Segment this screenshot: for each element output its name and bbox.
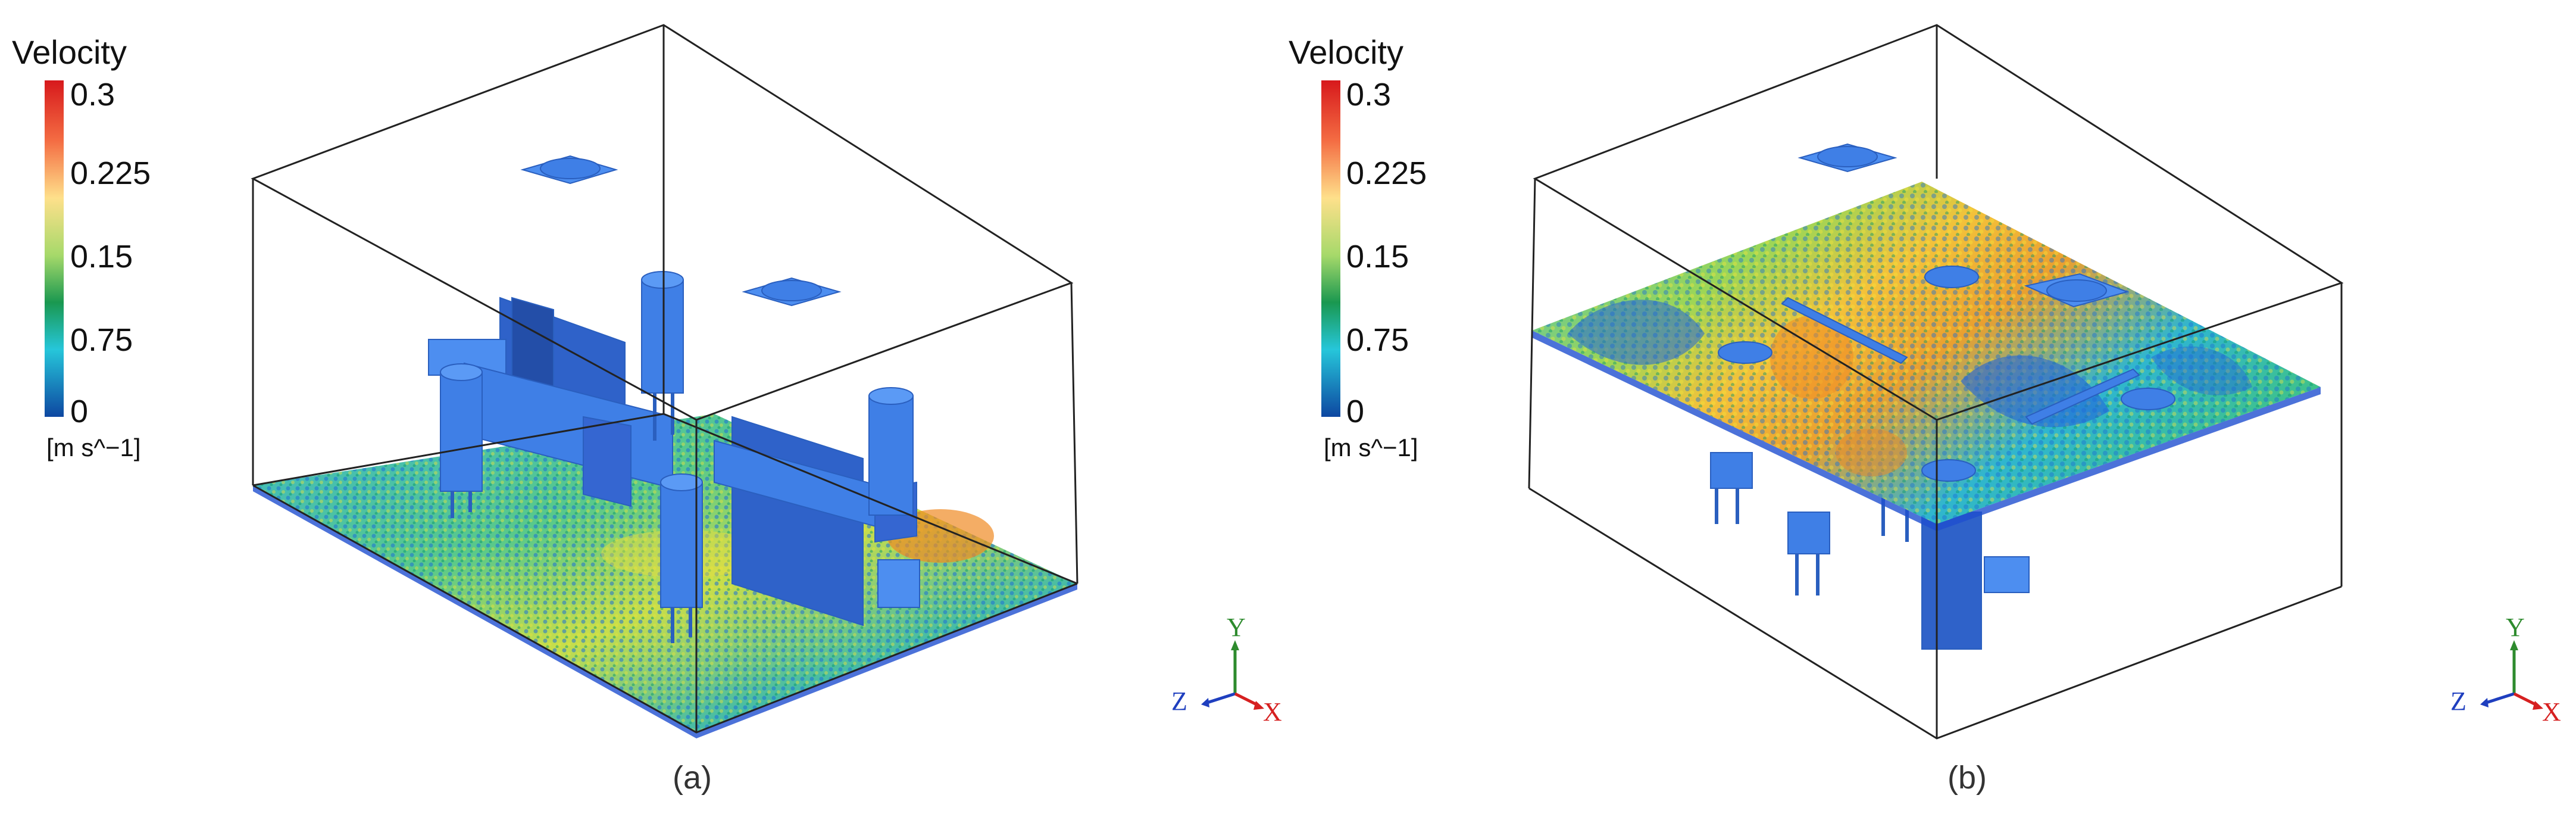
caption-a: (a) xyxy=(673,760,712,796)
scene-a: Y Z X xyxy=(251,24,1282,738)
axis-triad: Y Z X xyxy=(2450,613,2561,727)
axis-y-label: Y xyxy=(2506,613,2525,642)
legend-tick-2: 0.225 xyxy=(70,155,151,191)
room-box xyxy=(1528,24,2344,740)
colorbar xyxy=(45,80,64,417)
legend-tick-3: 0.15 xyxy=(1346,239,1409,275)
equipment-below xyxy=(1710,452,2030,650)
axis-x-label: X xyxy=(2542,697,2561,727)
axis-z-label: Z xyxy=(2450,687,2466,716)
axis-z-label: Z xyxy=(1171,687,1187,716)
legend-tick-4: 0.75 xyxy=(1346,322,1409,358)
legend-unit: [m s^−1] xyxy=(46,434,141,462)
colorbar-gradient xyxy=(1321,80,1340,417)
legend-unit: [m s^−1] xyxy=(1324,434,1418,462)
caption-b: (b) xyxy=(1947,760,1987,796)
scene-b: Y Z X xyxy=(1528,24,2561,740)
axis-x-label: X xyxy=(1263,697,1282,727)
colorbar-gradient xyxy=(45,80,64,417)
legend-tick-min: 0 xyxy=(70,394,89,429)
legend-tick-4: 0.75 xyxy=(70,322,133,358)
legend-tick-max: 0.3 xyxy=(1346,77,1392,113)
panel-b: Velocity 0.3 0.225 0.15 0.75 0 [m s^−1] xyxy=(1288,0,2576,820)
colorbar xyxy=(1321,80,1340,417)
legend-title: Velocity xyxy=(1289,33,1403,71)
legend-tick-min: 0 xyxy=(1346,394,1365,429)
axis-triad: Y Z X xyxy=(1171,613,1282,727)
ceiling-diffuser xyxy=(1797,143,1897,173)
axis-y-label: Y xyxy=(1227,613,1246,642)
legend-tick-max: 0.3 xyxy=(70,77,115,113)
legend-tick-3: 0.15 xyxy=(70,239,133,275)
panel-a: Velocity 0.3 0.225 0.15 0.75 0 [m s^−1] xyxy=(12,24,1282,796)
legend-title: Velocity xyxy=(12,33,127,71)
room-box xyxy=(251,24,1078,734)
particle-mid-layer xyxy=(1532,182,2321,531)
equipment xyxy=(428,155,920,643)
legend-tick-2: 0.225 xyxy=(1346,155,1427,191)
